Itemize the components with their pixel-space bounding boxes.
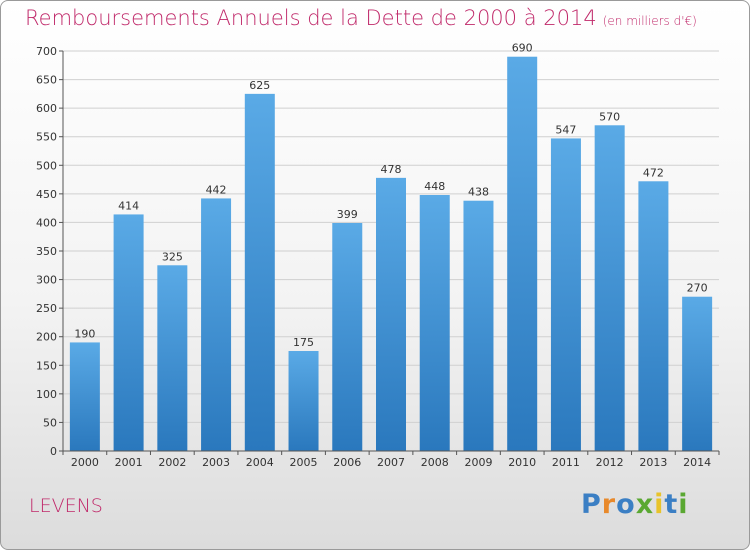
x-tick-label: 2002 (158, 456, 186, 469)
x-tick-label: 2000 (71, 456, 99, 469)
brand-letter: r (601, 489, 617, 520)
bar (682, 296, 713, 451)
bar (157, 265, 188, 451)
y-tick-label: 700 (36, 45, 57, 58)
x-tick-label: 2006 (333, 456, 361, 469)
bar (69, 342, 100, 451)
brand-letter: o (616, 489, 636, 520)
bar-value-label: 414 (118, 199, 139, 212)
bar (419, 195, 450, 451)
brand-letter: i (654, 489, 665, 520)
bar-value-label: 472 (643, 166, 664, 179)
bar (463, 200, 494, 451)
y-tick-label: 500 (36, 159, 57, 172)
bars (69, 56, 713, 452)
y-tick-label: 550 (36, 131, 57, 144)
bar-value-label: 438 (468, 186, 489, 199)
chart-unit: (en milliers d'€) (602, 14, 697, 28)
x-tick-label: 2005 (290, 456, 318, 469)
brand-letter: t (664, 489, 679, 520)
axes (59, 50, 720, 455)
bar (376, 177, 406, 451)
bar (638, 181, 669, 452)
y-tick-label: 450 (36, 188, 57, 201)
bar (288, 351, 319, 451)
chart-title-text: Remboursements Annuels de la Dette de 20… (25, 6, 597, 30)
brand-letter: x (635, 489, 655, 520)
labels: 0 50 100 150 200 250 300 350 400 450 500 550 600 650 7… (36, 42, 711, 469)
bar (244, 93, 275, 451)
bar (332, 223, 363, 451)
bar-value-label: 478 (381, 163, 402, 176)
x-tick-label: 2014 (683, 456, 711, 469)
bar-value-label: 270 (687, 282, 708, 295)
bar-value-label: 442 (206, 183, 227, 196)
x-tick-label: 2007 (377, 456, 405, 469)
bar-value-label: 570 (599, 110, 620, 123)
bar (594, 125, 625, 452)
bar-value-label: 399 (337, 208, 358, 221)
brand-letter: P (581, 489, 602, 520)
y-tick-label: 100 (36, 388, 57, 401)
brand-letter: i (678, 489, 689, 520)
bar (201, 198, 232, 451)
bar (550, 138, 581, 451)
x-tick-label: 2004 (246, 456, 274, 469)
bar-value-label: 625 (249, 79, 270, 92)
chart-title: Remboursements Annuels de la Dette de 20… (25, 6, 697, 30)
bar (113, 214, 144, 451)
bar-value-label: 325 (162, 250, 183, 263)
x-tick-label: 2013 (639, 456, 667, 469)
bar-value-label: 690 (512, 42, 533, 55)
x-tick-label: 2011 (552, 456, 580, 469)
y-tick-label: 400 (36, 216, 57, 229)
x-tick-label: 2001 (115, 456, 143, 469)
x-tick-label: 2008 (421, 456, 449, 469)
y-tick-label: 650 (36, 74, 57, 87)
y-tick-label: 250 (36, 302, 57, 315)
x-tick-label: 2012 (596, 456, 624, 469)
y-tick-label: 600 (36, 102, 57, 115)
y-tick-label: 350 (36, 245, 57, 258)
bar-value-label: 190 (74, 327, 95, 340)
bar-value-label: 448 (424, 180, 445, 193)
x-tick-label: 2009 (464, 456, 492, 469)
y-tick-label: 300 (36, 274, 57, 287)
bar-value-label: 175 (293, 336, 314, 349)
y-tick-label: 0 (50, 445, 57, 458)
bar (507, 56, 538, 451)
bar-value-label: 547 (555, 123, 576, 136)
brand-logo: Proxiti (581, 489, 689, 520)
y-tick-label: 200 (36, 331, 57, 344)
place-name: LEVENS (29, 495, 103, 517)
y-tick-label: 50 (43, 416, 57, 429)
x-tick-label: 2010 (508, 456, 536, 469)
x-tick-label: 2003 (202, 456, 230, 469)
y-tick-label: 150 (36, 359, 57, 372)
